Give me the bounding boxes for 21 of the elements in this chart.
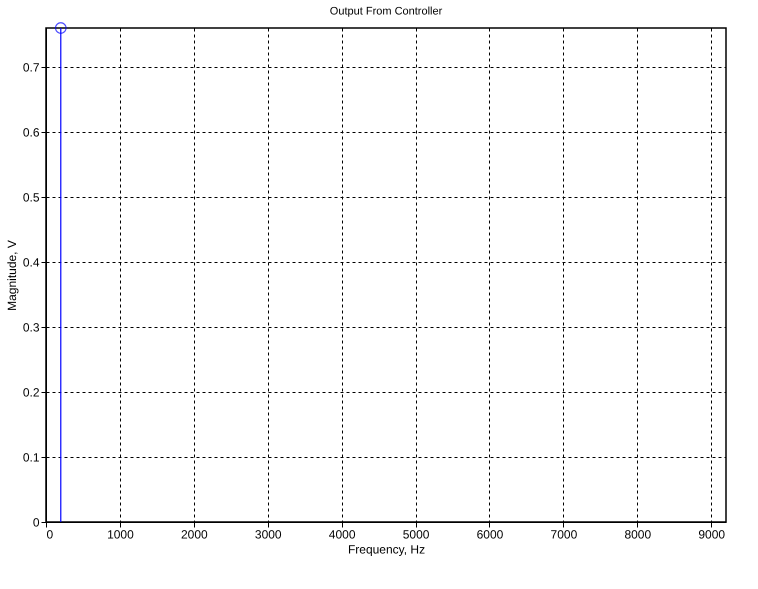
- y-tick-label: 0: [32, 516, 40, 530]
- y-tick-label: 0.1: [22, 450, 40, 464]
- x-axis-title: Frequency, Hz: [348, 542, 426, 556]
- x-tick-label: 2000: [180, 528, 208, 542]
- y-tick-label: 0.7: [22, 60, 40, 74]
- y-axis-title: Magnitude, V: [4, 240, 19, 311]
- x-tick-label: 6000: [476, 528, 504, 542]
- x-tick-label: 9000: [698, 528, 726, 542]
- x-tick-label: 1000: [107, 528, 134, 542]
- y-tick-label: 0.3: [22, 320, 40, 334]
- x-tick-label: 4000: [328, 528, 356, 542]
- x-tick-label: 3000: [254, 528, 282, 542]
- x-tick-label: 0: [46, 528, 54, 542]
- x-tick-label: 5000: [402, 528, 430, 542]
- x-tick-label: 8000: [624, 528, 652, 542]
- y-tick-label: 0.5: [22, 190, 40, 204]
- y-tick-label: 0.2: [22, 386, 40, 400]
- y-tick-label: 0.6: [22, 126, 40, 140]
- y-tick-label: 0.4: [22, 256, 40, 270]
- chart-title: Output From Controller: [330, 5, 443, 18]
- x-tick-label: 7000: [550, 528, 578, 542]
